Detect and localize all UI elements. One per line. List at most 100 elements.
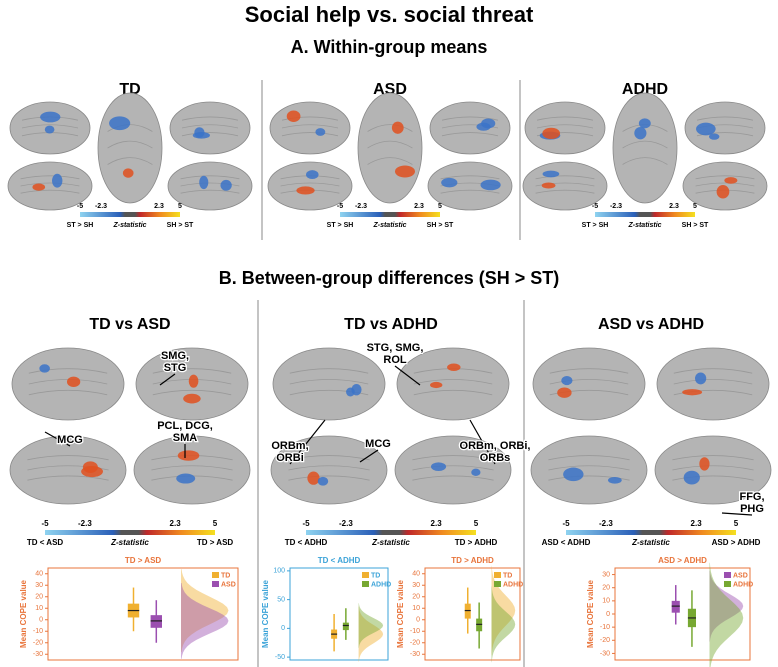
legend-label: TD — [503, 572, 512, 579]
sulcus — [695, 175, 755, 180]
sulcus — [440, 189, 500, 194]
activation — [109, 116, 131, 131]
activation — [194, 127, 205, 138]
activation — [709, 133, 720, 140]
sulcus — [672, 465, 754, 471]
activation — [296, 186, 315, 195]
sulcus — [672, 475, 754, 481]
colorbar-label: ST > SH — [327, 222, 354, 229]
y-tick-label: 30 — [35, 582, 43, 589]
colorbar-label: TD > ADHD — [455, 538, 498, 547]
colorbar-label: ST > SH — [67, 222, 94, 229]
activation — [542, 127, 561, 140]
colorbar — [595, 212, 695, 217]
sulcus — [673, 368, 753, 374]
activation — [563, 467, 584, 482]
section-title: B. Between-group differences (SH > ST) — [219, 268, 560, 288]
sulcus — [281, 116, 339, 121]
annotation-arrow — [359, 449, 379, 463]
plot-title: TD > ASD — [125, 556, 162, 565]
sulcus — [27, 475, 109, 481]
colorbar-tick: 5 — [474, 519, 479, 528]
y-tick-label: 40 — [35, 571, 43, 578]
activation — [188, 374, 199, 388]
activation — [638, 118, 651, 129]
activation — [716, 185, 730, 199]
activation — [176, 473, 196, 484]
plot-title: ASD > ADHD — [658, 556, 707, 565]
sulcus — [20, 175, 80, 180]
y-tick-label: 20 — [412, 594, 420, 601]
y-tick-label: 30 — [602, 571, 610, 578]
colorbar-tick: -5 — [41, 519, 49, 528]
y-axis-label: Mean COPE value — [396, 579, 405, 648]
sulcus — [288, 455, 370, 461]
y-tick-label: 10 — [602, 598, 610, 605]
plot-frame — [47, 567, 239, 661]
sulcus — [28, 389, 108, 396]
y-tick-label: -20 — [600, 637, 610, 644]
sulcus — [28, 368, 108, 374]
sulcus — [288, 475, 370, 481]
sulcus — [412, 475, 494, 481]
y-tick-label: 0 — [416, 617, 420, 624]
colorbar-tick: -5 — [592, 203, 598, 210]
legend-swatch — [724, 572, 731, 578]
activation — [52, 173, 63, 188]
y-tick-label: -30 — [600, 650, 610, 657]
sulcus — [548, 475, 630, 481]
legend-label: ADHD — [371, 581, 391, 588]
colorbar-tick: -2.3 — [95, 203, 107, 210]
legend-swatch — [212, 581, 219, 587]
panel-title: ASD — [373, 81, 407, 98]
activation — [40, 111, 61, 123]
colorbar-label: Z-statistic — [112, 222, 146, 229]
y-tick-label: 0 — [39, 617, 43, 624]
colorbar — [45, 530, 215, 535]
sulcus — [289, 368, 369, 374]
y-tick-label: -10 — [600, 624, 610, 631]
activation — [561, 376, 573, 386]
activation — [66, 376, 81, 387]
colorbar-tick: 2.3 — [170, 519, 182, 528]
sulcus — [288, 465, 370, 471]
colorbar-tick: -5 — [562, 519, 570, 528]
annotation: PCL, DCG, — [157, 420, 213, 432]
colorbar-tick: -2.3 — [78, 519, 92, 528]
sulcus — [413, 379, 493, 385]
y-tick-label: -10 — [33, 628, 43, 635]
sulcus — [622, 157, 668, 165]
colorbar-label: ASD > ADHD — [712, 538, 761, 547]
panel-title: TD vs ASD — [89, 316, 170, 333]
activation — [32, 183, 46, 191]
brain — [612, 92, 678, 204]
sulcus — [548, 465, 630, 471]
sulcus — [152, 389, 232, 396]
sulcus — [441, 132, 499, 137]
annotation: FFG, — [739, 491, 764, 503]
annotation: SMG, — [161, 350, 189, 362]
plot-frame — [289, 567, 389, 661]
colorbar — [80, 212, 180, 217]
panel-title: ADHD — [622, 81, 668, 98]
activation — [199, 175, 209, 190]
activation — [447, 363, 461, 372]
brain — [530, 435, 648, 505]
density — [181, 582, 229, 659]
activation — [699, 457, 710, 471]
colorbar-tick: -2.3 — [339, 519, 353, 528]
brain — [169, 101, 251, 155]
sulcus — [548, 455, 630, 461]
brain — [267, 161, 353, 211]
activation — [183, 393, 201, 404]
activation — [430, 462, 447, 471]
colorbar-label: TD > ASD — [197, 538, 234, 547]
colorbar-label: SH > ST — [427, 222, 454, 229]
sulcus — [673, 379, 753, 385]
legend-label: ADHD — [503, 581, 523, 588]
y-tick-label: 50 — [277, 596, 285, 603]
colorbar-tick: 5 — [438, 203, 442, 210]
sulcus — [180, 175, 240, 180]
annotation: STG — [164, 362, 187, 374]
